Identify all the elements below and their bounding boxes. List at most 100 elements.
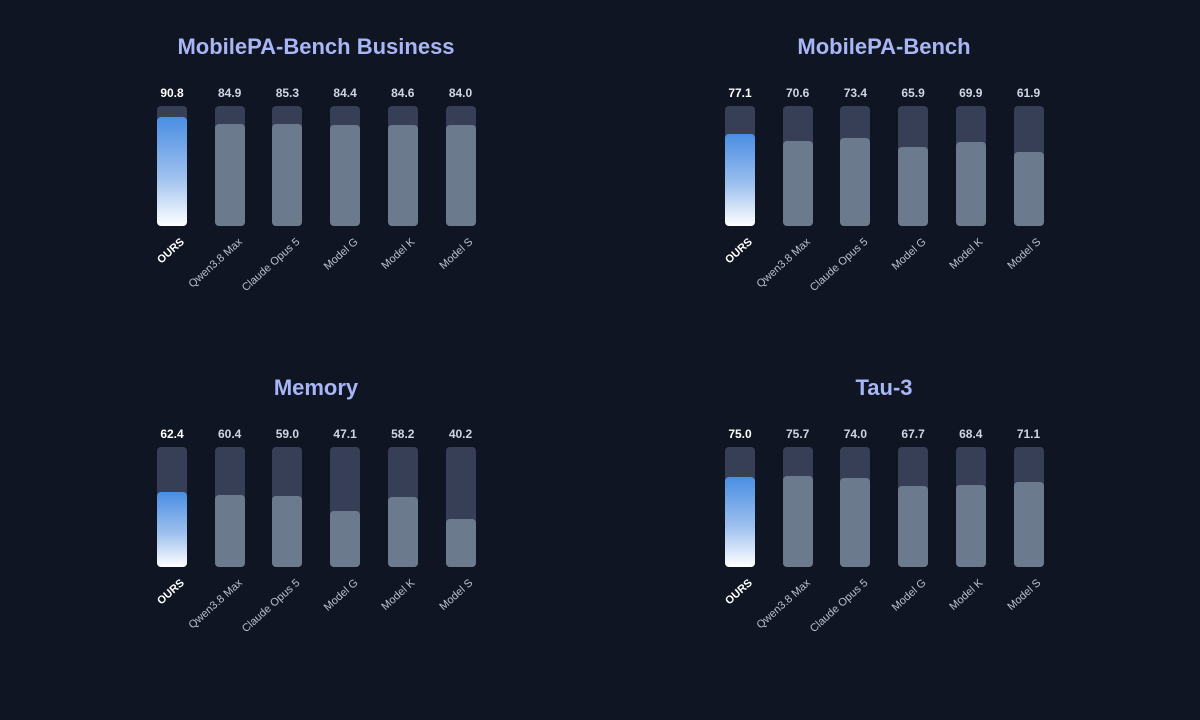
bar-group: 68.4 Model K [948, 341, 986, 701]
bar-group: 84.6 Model K [380, 0, 418, 360]
category-label: Claude Opus 5 [239, 236, 303, 295]
bar-value-label: 84.9 [218, 86, 242, 100]
category-label: Model K [379, 577, 418, 613]
category-label: Model G [889, 577, 929, 614]
bar-track [214, 106, 245, 226]
bar-track [272, 447, 303, 567]
bar-value-label: 75.0 [728, 427, 752, 441]
bar-group: 70.6 Qwen3.8 Max [754, 0, 813, 360]
bar-track [955, 447, 986, 567]
bar-group: 59.0 Claude Opus 5 [240, 341, 303, 701]
bar-track [214, 447, 245, 567]
chart-title: MobilePA-Bench Business [177, 34, 455, 59]
bar [1013, 151, 1044, 226]
bar [840, 137, 871, 226]
bar [272, 123, 303, 226]
bar-track [157, 447, 187, 567]
bar-track [387, 447, 418, 567]
bar-value-label: 73.4 [843, 86, 868, 100]
bar-value-label: 61.9 [1016, 86, 1041, 100]
bar-group: 74.0 Claude Opus 5 [808, 341, 871, 701]
bar-group: 65.9 Model G [889, 0, 929, 360]
bar [955, 484, 986, 567]
category-label: Claude Opus 5 [239, 577, 303, 636]
category-label: Qwen3.8 Max [754, 236, 813, 291]
bar [214, 124, 245, 226]
bar-value-label: 75.7 [786, 427, 810, 441]
bar-track [898, 106, 929, 226]
bar [214, 494, 245, 567]
bar [387, 124, 418, 226]
bar [272, 496, 303, 567]
bar-group: 73.4 Claude Opus 5 [808, 0, 871, 360]
category-label: Model G [321, 236, 361, 273]
category-label: Qwen3.8 Max [186, 577, 245, 632]
bar [782, 476, 813, 567]
bar-group: 40.2 Model S [438, 341, 476, 701]
bar-group: 47.1 Model G [321, 341, 361, 701]
bar-value-label: 60.4 [218, 427, 242, 441]
bar-value-label: 85.3 [275, 86, 300, 100]
category-label: Model S [437, 577, 476, 613]
category-label: Model S [437, 236, 476, 272]
chart-panel-tau3: Tau-3 75.0 OURS 75.7 Qwen3.8 Max 74.0 Claude … [568, 341, 1168, 701]
bar [157, 492, 187, 567]
bar-group: 77.1 OURS [723, 0, 755, 360]
bar-value-label: 77.1 [728, 86, 752, 100]
bar-track [782, 447, 813, 567]
bar-track [782, 106, 813, 226]
bar-value-label: 58.2 [391, 427, 415, 441]
category-label: Model K [947, 236, 986, 272]
bar [445, 518, 476, 567]
bar-group: 71.1 Model S [1006, 341, 1044, 701]
category-label: Model K [379, 236, 418, 272]
chart-title: Tau-3 [855, 375, 913, 400]
bar-value-label: 67.7 [901, 427, 925, 441]
bar-value-label: 68.4 [959, 427, 983, 441]
bar-track [272, 106, 303, 226]
bar-group: 84.9 Qwen3.8 Max [186, 0, 245, 360]
bar-group: 75.0 OURS [723, 341, 756, 701]
bar [898, 146, 929, 226]
bar-value-label: 71.1 [1016, 427, 1041, 441]
bar-value-label: 84.6 [391, 86, 415, 100]
chart-title: Memory [273, 375, 359, 400]
bar [1013, 481, 1044, 567]
bar-track [445, 106, 476, 226]
bar-value-label: 40.2 [448, 427, 473, 441]
bar [157, 117, 187, 226]
bar-track [445, 447, 476, 567]
bar-value-label: 84.0 [448, 86, 473, 100]
bar-group: 58.2 Model K [380, 341, 418, 701]
category-label: Model S [1005, 577, 1044, 613]
category-label: Claude Opus 5 [807, 577, 871, 636]
bar-value-label: 62.4 [160, 427, 184, 441]
bar-value-label: 84.4 [333, 86, 357, 100]
bar-group: 69.9 Model K [948, 0, 986, 360]
bar-group: 85.3 Claude Opus 5 [240, 0, 303, 360]
bar-group: 61.9 Model S [1006, 0, 1044, 360]
bar-track [725, 447, 755, 567]
bar-group: 60.4 Qwen3.8 Max [186, 341, 245, 701]
bar-group: 75.7 Qwen3.8 Max [754, 341, 813, 701]
bar-track [898, 447, 929, 567]
bar [898, 485, 929, 567]
bar-group: 84.4 Model G [321, 0, 361, 360]
category-label: OURS [723, 577, 756, 608]
bar [330, 510, 361, 567]
bar [725, 133, 755, 226]
bar-value-label: 47.1 [333, 427, 357, 441]
category-label: Model K [947, 577, 986, 613]
bar-track [157, 106, 187, 226]
category-label: Claude Opus 5 [807, 236, 871, 295]
bar-group: 62.4 OURS [155, 341, 187, 701]
bar-group: 90.8 OURS [155, 0, 187, 360]
chart-panel-mobilepa: MobilePA-Bench 77.1 OURS 70.6 Qwen3.8 Max 73… [568, 0, 1168, 360]
bar-track [725, 106, 755, 226]
bar-track [840, 106, 871, 226]
bar [387, 497, 418, 567]
bar [330, 124, 361, 226]
bar-value-label: 65.9 [901, 86, 925, 100]
bar-value-label: 74.0 [843, 427, 868, 441]
